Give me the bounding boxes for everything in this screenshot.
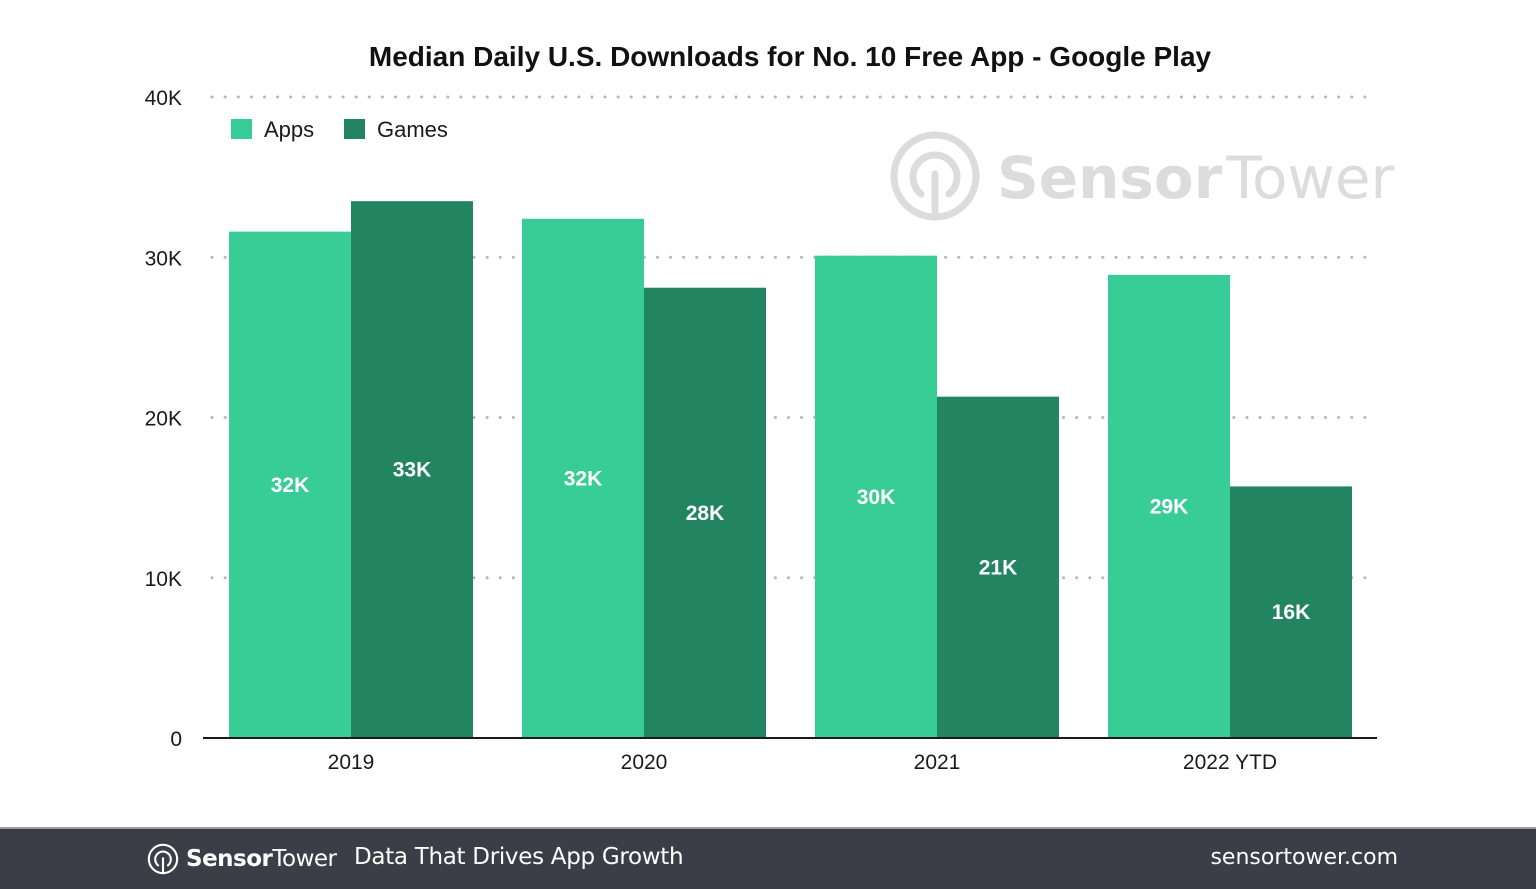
bar-games-2019[interactable] xyxy=(351,201,473,739)
watermark-light: Tower xyxy=(1225,144,1394,212)
footer-logo[interactable]: Sensor Tower xyxy=(146,841,337,877)
footer-brand-bold: Sensor xyxy=(186,846,273,872)
y-tick-label: 0 xyxy=(170,728,182,751)
x-axis-ticks: 2019 2020 2021 2022 YTD xyxy=(328,751,1277,774)
footer-url[interactable]: sensortower.com xyxy=(1210,845,1398,870)
bar-games-2021[interactable] xyxy=(937,396,1059,738)
y-tick-label: 30K xyxy=(145,247,182,270)
bar-value-label: 32K xyxy=(564,467,603,490)
y-axis-ticks: 0 10K 20K 30K 40K xyxy=(145,87,182,751)
bar-value-label: 30K xyxy=(857,486,896,509)
chart: Median Daily U.S. Downloads for No. 10 F… xyxy=(145,41,1395,774)
bar-apps-2019[interactable] xyxy=(229,231,351,739)
bar-value-label: 21K xyxy=(979,556,1018,579)
bar-games-2020[interactable] xyxy=(644,287,766,738)
watermark-bold: Sensor xyxy=(997,144,1223,212)
watermark: SensorTower xyxy=(890,131,1395,221)
bar-apps-2022-ytd[interactable] xyxy=(1108,274,1230,738)
bar-value-label: 16K xyxy=(1272,601,1311,624)
sensor-tower-logo-icon xyxy=(890,131,980,221)
bar-apps-2020[interactable] xyxy=(522,218,644,739)
x-tick-label: 2019 xyxy=(328,751,375,774)
bar-games-2022-ytd[interactable] xyxy=(1230,486,1352,738)
x-tick-label: 2020 xyxy=(621,751,668,774)
y-tick-label: 40K xyxy=(145,87,182,110)
footer-bar: Sensor Tower Data That Drives App Growth … xyxy=(0,827,1536,889)
legend-swatch-games xyxy=(344,119,365,139)
bar-apps-2021[interactable] xyxy=(815,255,937,738)
bar-value-label: 28K xyxy=(686,502,725,525)
x-tick-label: 2022 YTD xyxy=(1183,751,1277,774)
bars xyxy=(229,201,1352,739)
x-tick-label: 2021 xyxy=(914,751,961,774)
bar-value-label: 33K xyxy=(393,459,432,482)
y-tick-label: 20K xyxy=(145,408,182,431)
legend: Apps Games xyxy=(231,117,448,142)
watermark-text: SensorTower xyxy=(997,144,1395,212)
chart-title: Median Daily U.S. Downloads for No. 10 F… xyxy=(369,41,1212,72)
sensor-tower-logo-icon xyxy=(147,843,179,875)
legend-swatch-apps xyxy=(231,119,252,139)
bar-labels: 32K 33K 32K 28K 30K 21K 29K 16K xyxy=(271,459,1311,625)
legend-label-games: Games xyxy=(377,117,448,142)
footer-brand-light: Tower xyxy=(272,846,337,872)
footer-tagline: Data That Drives App Growth xyxy=(354,844,684,870)
legend-label-apps: Apps xyxy=(264,117,314,142)
y-tick-label: 10K xyxy=(145,568,182,591)
bar-value-label: 29K xyxy=(1150,495,1189,518)
bar-value-label: 32K xyxy=(271,474,310,497)
